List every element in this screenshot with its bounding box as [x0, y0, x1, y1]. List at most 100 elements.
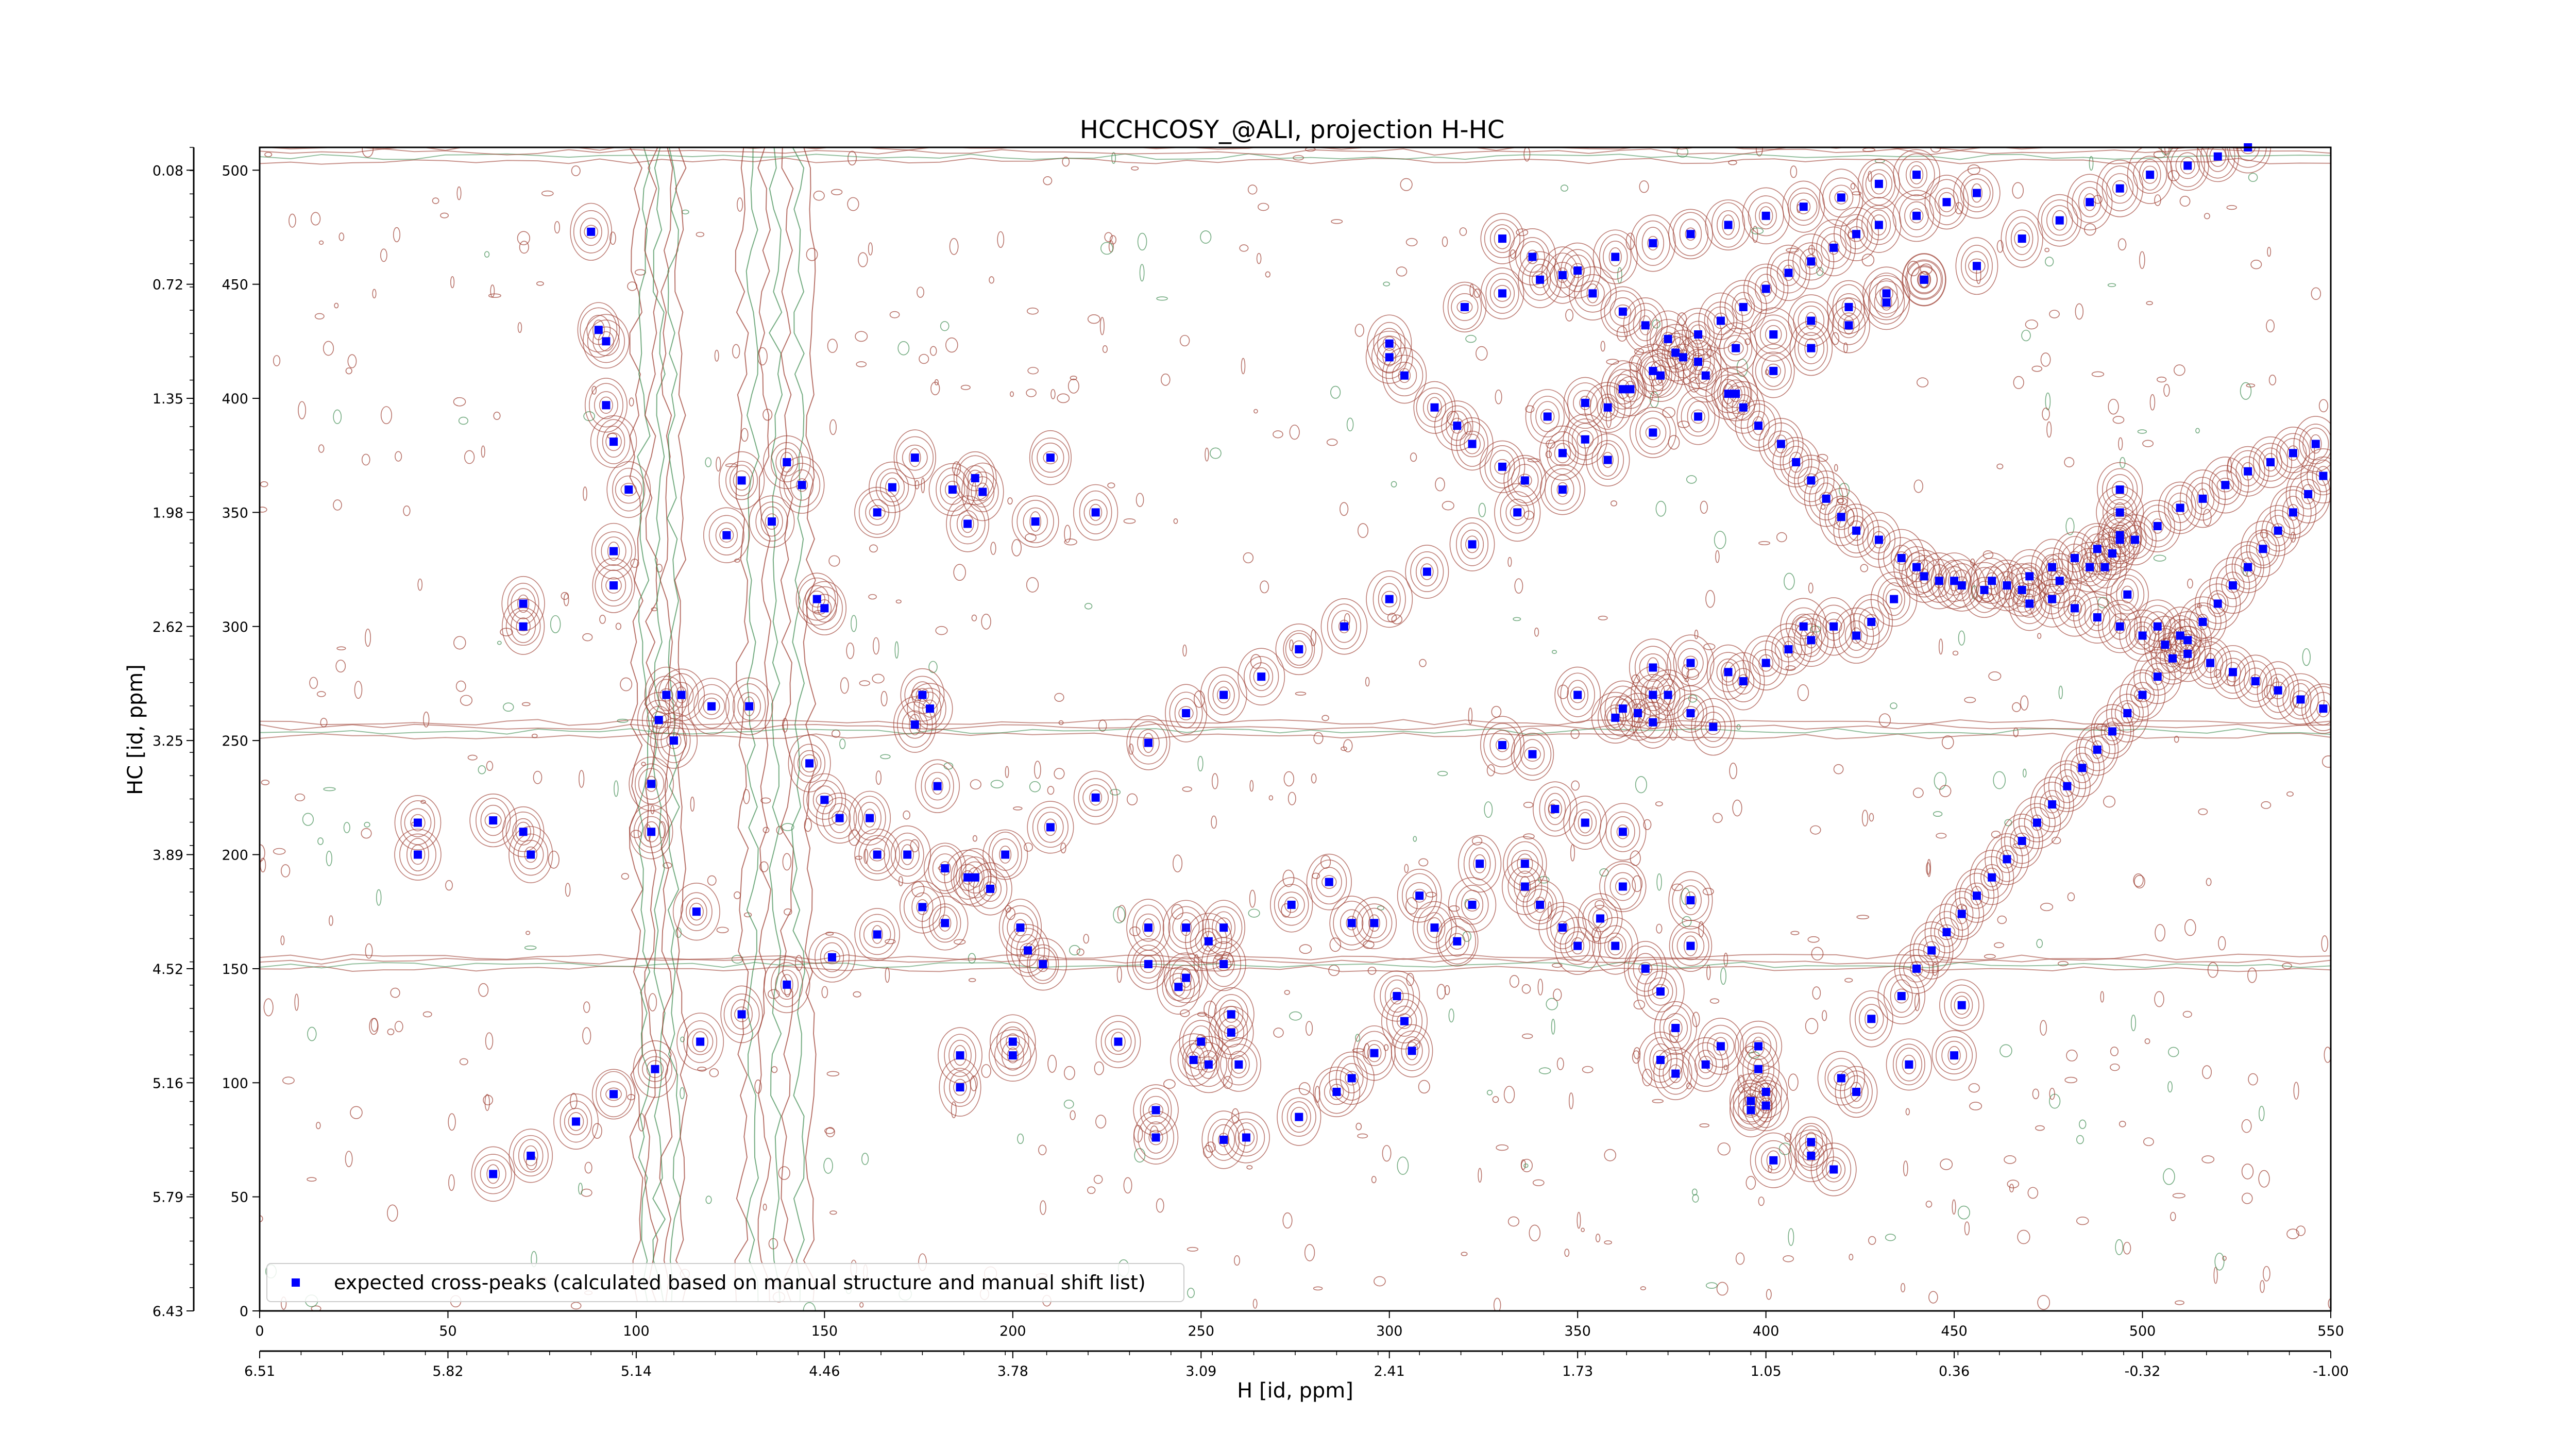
peak-contour: [2014, 229, 2030, 248]
peak-contour: [1405, 545, 1449, 599]
noise-contour: [1249, 780, 1254, 792]
peak-contour: [1744, 1065, 1788, 1119]
noise-contour: [1885, 1234, 1896, 1241]
peak-contour: [2102, 165, 2138, 212]
noise-contour: [2290, 531, 2296, 543]
noise-contour: [2267, 247, 2272, 257]
peak-contour: [2249, 532, 2277, 566]
peak-contour: [523, 1145, 538, 1167]
cross-peak-marker: [2093, 545, 2102, 553]
cross-peak-marker: [1776, 440, 1785, 448]
noise-contour: [1468, 707, 1473, 724]
noise-contour: [1437, 771, 1448, 777]
noise-contour: [295, 793, 306, 802]
peak-contour: [1560, 926, 1596, 965]
peak-contour: [902, 444, 928, 471]
peak-contour: [928, 463, 977, 516]
peak-contour: [406, 838, 429, 871]
noise-contour: [343, 822, 350, 833]
noise-contour: [1716, 1282, 1728, 1296]
noise-contour: [1134, 1148, 1146, 1163]
peak-contour: [780, 974, 793, 996]
peak-contour: [2134, 500, 2181, 552]
peak-contour: [1381, 992, 1428, 1050]
peak-contour: [1827, 1065, 1855, 1091]
peak-contour: [1682, 313, 1715, 356]
peak-contour: [1883, 582, 1905, 616]
peak-contour: [902, 710, 928, 739]
peak-contour: [2301, 683, 2331, 734]
peak-contour: [1373, 322, 1405, 365]
peak-contour: [1638, 962, 1653, 975]
diagonal-peak-marker: [1732, 390, 1740, 398]
x-ppm-tick-label: 4.46: [809, 1363, 840, 1379]
noise-contour: [1047, 786, 1055, 795]
peak-contour: [1448, 877, 1497, 933]
peak-contour: [1939, 888, 1985, 940]
noise-contour: [2324, 1047, 2331, 1063]
peak-contour: [592, 558, 635, 613]
noise-contour: [1211, 815, 1217, 829]
noise-contour: [1043, 176, 1053, 186]
cross-peak-marker: [1528, 750, 1537, 759]
peak-contour: [2013, 796, 2061, 849]
cross-peak-marker: [2161, 641, 2170, 649]
peak-contour: [2134, 626, 2151, 646]
peak-contour: [929, 903, 961, 943]
noise-contour: [1094, 1061, 1104, 1075]
noise-contour: [1129, 926, 1141, 936]
peak-contour: [921, 763, 954, 809]
cross-peak-marker: [1385, 339, 1394, 348]
peak-contour: [2261, 668, 2295, 713]
peak-contour: [2282, 496, 2304, 529]
cross-peak-marker: [866, 814, 874, 822]
noise-contour: [1705, 589, 1715, 608]
peak-contour: [720, 985, 763, 1043]
peak-contour: [1458, 835, 1502, 893]
peak-contour: [725, 461, 758, 500]
peak-contour: [971, 476, 995, 508]
noise-contour: [2260, 1280, 2265, 1293]
x-tick-label: 550: [2317, 1323, 2344, 1339]
noise-contour: [2204, 213, 2210, 220]
noise-contour: [737, 197, 743, 212]
cross-peak-marker: [2244, 467, 2252, 476]
peak-contour: [815, 936, 850, 978]
noise-contour: [390, 987, 400, 998]
peak-contour: [1707, 1032, 1735, 1060]
noise-contour: [362, 147, 374, 158]
cross-peak-marker: [1807, 476, 1816, 485]
noise-contour: [1102, 345, 1108, 353]
peak-contour: [2113, 502, 2127, 523]
peak-contour: [1985, 572, 1999, 589]
peak-contour: [1362, 1040, 1386, 1066]
cross-peak-marker: [1227, 1010, 1235, 1019]
noise-contour: [488, 293, 501, 298]
peak-contour: [875, 468, 909, 507]
noise-contour: [1461, 1252, 1468, 1256]
noise-contour: [1064, 525, 1071, 543]
cross-peak-marker: [1649, 718, 1657, 727]
peak-contour: [916, 899, 929, 915]
cross-peak-marker: [2025, 599, 2034, 608]
noise-contour: [524, 945, 537, 950]
noise-contour: [1341, 746, 1347, 751]
peak-contour: [1817, 1051, 1866, 1106]
noise-contour: [1405, 897, 1418, 915]
diagonal-peak-marker: [918, 903, 927, 912]
peak-contour: [513, 833, 549, 876]
peak-contour: [1869, 273, 1904, 314]
noise-contour: [1996, 463, 2004, 469]
cross-peak-marker: [692, 907, 701, 916]
peak-contour: [1706, 644, 1750, 700]
noise-contour: [2049, 1088, 2055, 1100]
peak-contour: [924, 772, 951, 801]
noise-contour: [917, 287, 924, 298]
noise-contour: [1397, 1156, 1409, 1175]
peak-contour: [1510, 504, 1525, 520]
cross-peak-marker: [1957, 581, 1966, 590]
peak-contour: [1805, 254, 1818, 269]
peak-contour: [932, 853, 958, 883]
peak-contour: [1683, 935, 1698, 956]
peak-contour: [2078, 187, 2102, 217]
